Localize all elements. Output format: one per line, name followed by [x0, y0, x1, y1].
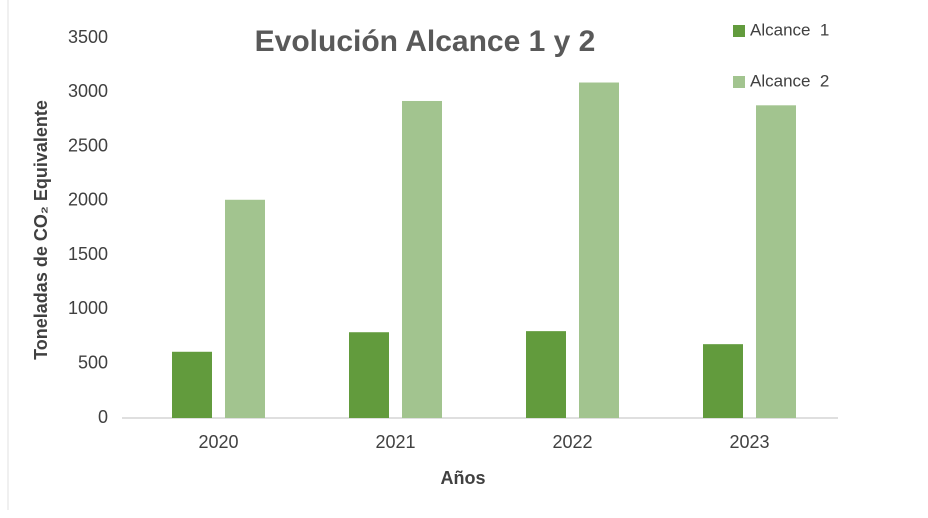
legend-label: Alcance 1 [750, 20, 829, 39]
bar [756, 105, 796, 419]
x-tick-label: 2022 [552, 432, 592, 452]
y-axis-label: Toneladas de CO₂ Equivalente [31, 100, 51, 360]
y-tick-label: 2000 [68, 190, 108, 210]
bar [703, 344, 743, 418]
y-tick-label: 0 [98, 407, 108, 427]
bar [349, 332, 389, 418]
x-tick-label: 2021 [375, 432, 415, 452]
legend-label: Alcance 2 [750, 71, 829, 90]
bar [225, 199, 265, 418]
y-tick-label: 1000 [68, 298, 108, 318]
y-tick-label: 1500 [68, 244, 108, 264]
bar [172, 351, 212, 418]
legend-swatch [733, 25, 745, 37]
bar [526, 331, 566, 418]
x-tick-label: 2023 [729, 432, 769, 452]
y-tick-label: 3000 [68, 81, 108, 101]
bar [402, 100, 442, 418]
legend-swatch [733, 76, 745, 88]
bar [579, 82, 619, 418]
x-tick-label: 2020 [198, 432, 238, 452]
y-tick-label: 500 [78, 352, 108, 372]
chart-title: Evolución Alcance 1 y 2 [255, 25, 596, 58]
y-tick-label: 3500 [68, 27, 108, 47]
x-axis-label: Años [441, 468, 486, 488]
y-tick-label: 2500 [68, 135, 108, 155]
